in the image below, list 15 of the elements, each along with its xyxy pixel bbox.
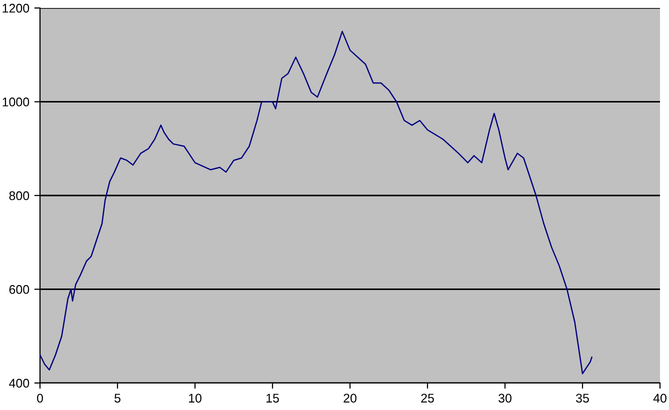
- y-tick-label: 600: [9, 285, 30, 294]
- y-tick-label: 400: [9, 378, 30, 388]
- line-series: [40, 30, 592, 374]
- y-tick-label: 1000: [2, 98, 30, 106]
- x-tick-label: 30: [498, 394, 512, 403]
- x-tick-label: 25: [421, 394, 434, 403]
- y-tick-label: 1200: [2, 4, 30, 13]
- x-tick-label: 40: [653, 394, 666, 403]
- x-tick-label: 5: [114, 394, 120, 403]
- x-tick-label: 20: [344, 394, 356, 403]
- x-tick-label: 35: [576, 394, 589, 403]
- y-tick-label: 800: [9, 191, 30, 200]
- x-tick-label: 15: [266, 394, 279, 403]
- x-tick-label: 10: [189, 394, 202, 403]
- x-tick-label: 0: [37, 394, 43, 403]
